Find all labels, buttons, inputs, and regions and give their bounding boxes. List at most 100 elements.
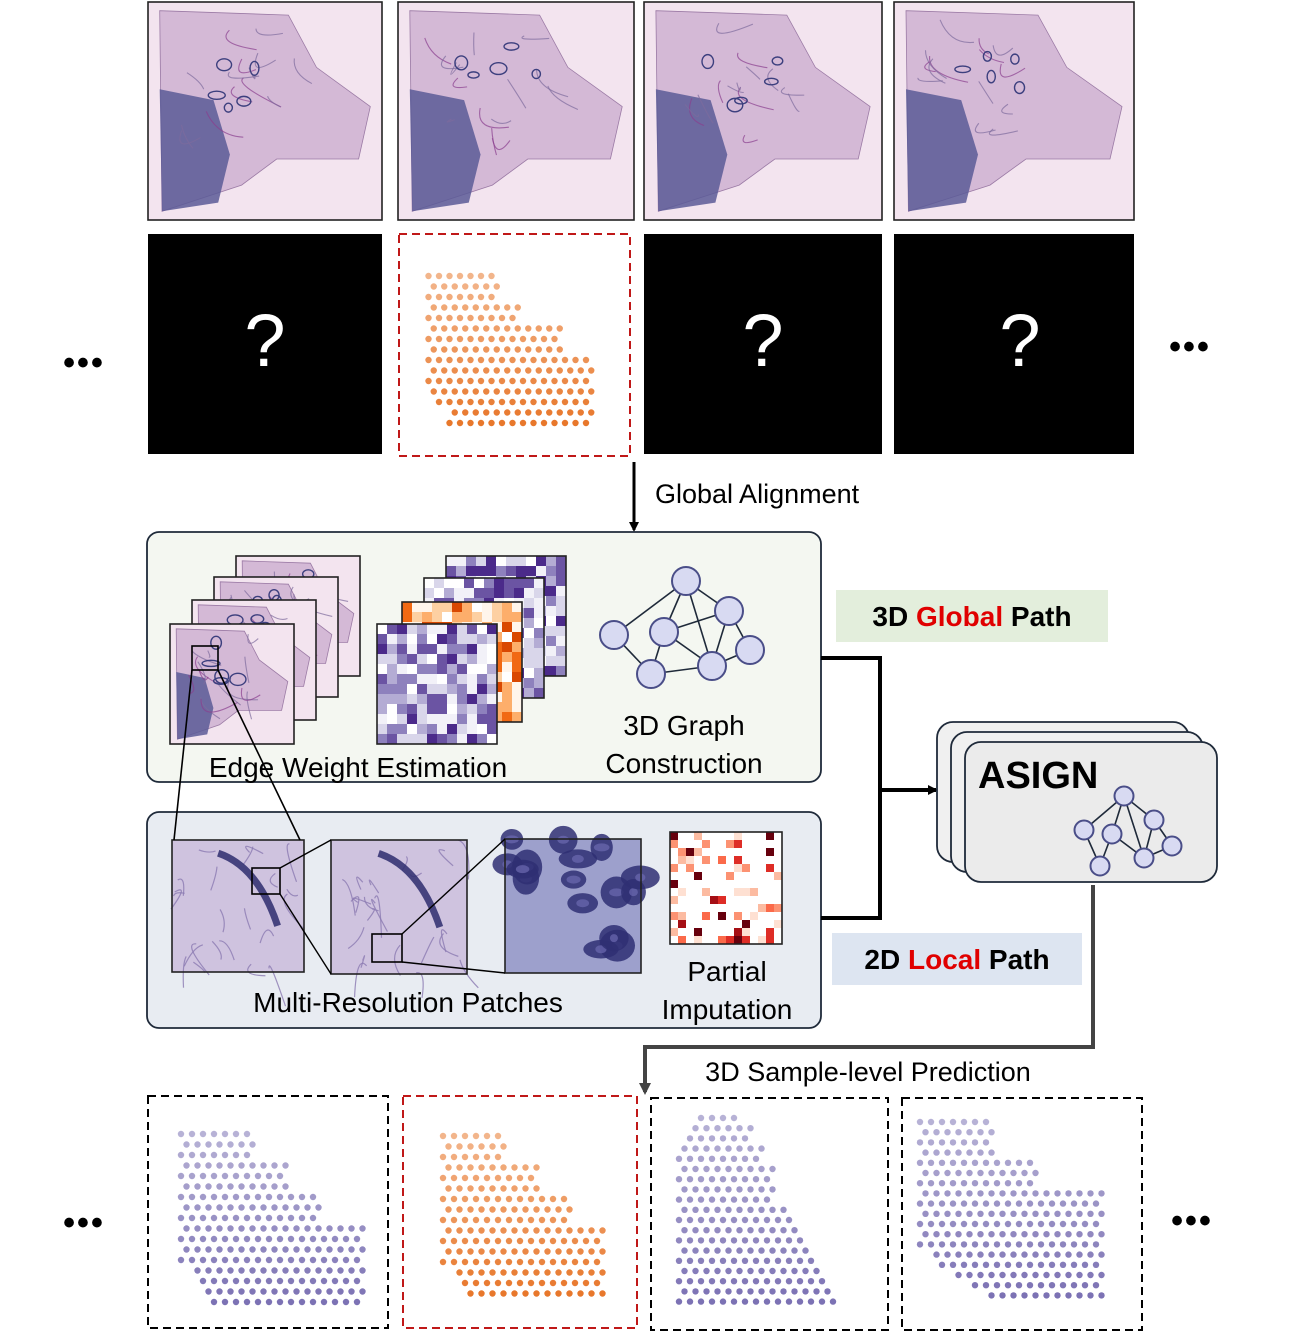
spot (916, 1118, 924, 1126)
multires-label: Multi-Resolution Patches (253, 987, 563, 1018)
spot (342, 1235, 350, 1243)
spot (1026, 1159, 1034, 1167)
spot (1010, 1190, 1017, 1197)
graph-node (1143, 809, 1165, 831)
spot (1032, 1210, 1039, 1218)
sparse-heatmap (669, 831, 783, 945)
spot (1054, 1231, 1061, 1238)
graph-label-line2: Construction (605, 748, 762, 779)
spot (1026, 1200, 1034, 1207)
spot (599, 1290, 606, 1297)
graph-node (649, 617, 679, 647)
spot (571, 1279, 579, 1287)
spot (1021, 1271, 1028, 1279)
spot (320, 1277, 328, 1285)
spot (752, 1257, 760, 1265)
spot (916, 1200, 924, 1207)
spot (359, 1225, 366, 1232)
spot (489, 1143, 496, 1150)
graph-node (671, 566, 701, 596)
spot (714, 1125, 721, 1132)
spot (538, 1195, 546, 1203)
spot (1092, 1241, 1100, 1248)
spot (265, 1214, 273, 1222)
spot (243, 1235, 251, 1243)
spot (692, 1165, 699, 1173)
spot (982, 1261, 990, 1269)
spot (714, 1186, 721, 1193)
spot (243, 1130, 251, 1138)
spot (1059, 1220, 1067, 1228)
spot (265, 1256, 273, 1264)
spot (533, 1248, 540, 1255)
spot (588, 1269, 595, 1276)
spot (309, 1193, 317, 1201)
spot (741, 1196, 749, 1203)
spot (260, 1183, 267, 1190)
spot (747, 1247, 754, 1254)
spot (949, 1261, 957, 1269)
spot (763, 1237, 771, 1244)
spot (483, 367, 490, 374)
spot (282, 1288, 289, 1295)
spot (477, 314, 485, 322)
spot (922, 1190, 929, 1197)
spot (780, 1288, 787, 1295)
spot (736, 1125, 743, 1132)
spot (549, 1258, 557, 1266)
spot (1065, 1210, 1072, 1218)
spot (999, 1190, 1006, 1197)
spot (560, 1216, 568, 1224)
spot (483, 325, 490, 332)
spot (505, 1195, 513, 1203)
spot (276, 1298, 284, 1306)
spot (199, 1214, 207, 1222)
spot (927, 1220, 935, 1228)
spot (966, 1149, 973, 1156)
spot (216, 1183, 223, 1190)
spot (758, 1227, 765, 1234)
spot (730, 1135, 738, 1142)
spot (692, 1288, 699, 1295)
spot (287, 1256, 295, 1264)
spot (533, 1206, 540, 1213)
spot (183, 1162, 190, 1169)
spot (1048, 1282, 1056, 1289)
spot (1015, 1200, 1023, 1207)
spot (359, 1267, 366, 1274)
spot (703, 1206, 710, 1214)
spot (960, 1220, 968, 1228)
spot (205, 1204, 212, 1211)
spot (1015, 1241, 1023, 1248)
spot (555, 1269, 562, 1276)
spot (993, 1241, 1001, 1248)
spot (461, 1195, 469, 1203)
spot (736, 1227, 743, 1234)
spot (949, 1118, 957, 1126)
spot (927, 1241, 935, 1248)
prediction-frame-3 (650, 1097, 889, 1331)
spot (1087, 1251, 1094, 1258)
graph-node (1101, 823, 1123, 845)
spot (359, 1288, 366, 1295)
spot (535, 388, 542, 395)
spot (1043, 1292, 1050, 1299)
spot (456, 272, 464, 280)
spot (472, 1216, 480, 1224)
spot (249, 1183, 256, 1190)
spot (747, 1186, 754, 1193)
spot (719, 1278, 727, 1285)
spot (516, 1258, 524, 1266)
spot (686, 1216, 694, 1224)
spot (561, 398, 569, 406)
spot (1043, 1190, 1050, 1197)
spot (938, 1139, 946, 1146)
spot (944, 1169, 951, 1177)
spot (582, 419, 590, 427)
spot (993, 1261, 1001, 1269)
spot (681, 1206, 688, 1214)
spot (451, 283, 458, 290)
spot (478, 1227, 485, 1234)
spot (446, 398, 453, 406)
spot (933, 1190, 940, 1197)
